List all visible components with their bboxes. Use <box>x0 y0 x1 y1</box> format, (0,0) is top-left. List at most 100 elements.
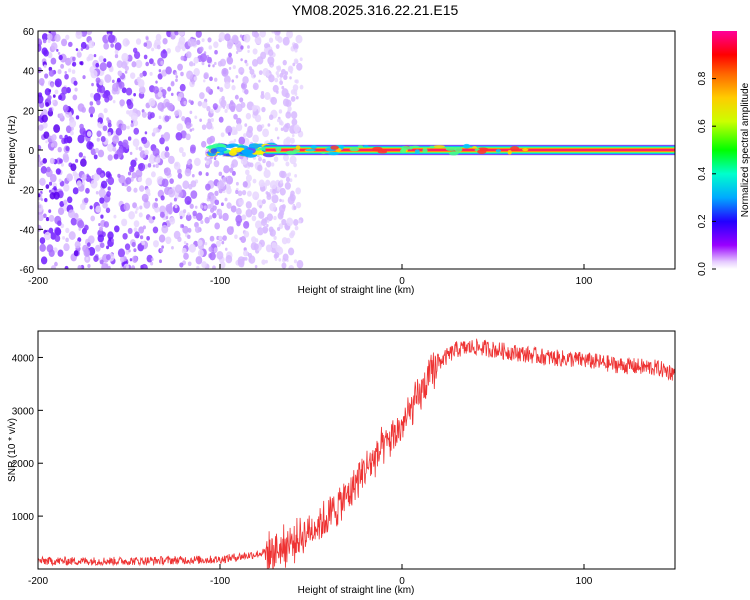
spectrogram-cell <box>294 79 298 83</box>
spectrogram-cell <box>140 263 148 269</box>
snr-xtick-label: 0 <box>399 576 405 587</box>
spectrogram-cell <box>219 58 227 67</box>
spectrogram-xtick-label: -200 <box>28 276 48 287</box>
spectrogram-cell <box>231 170 236 176</box>
spectrogram-cell <box>48 189 52 193</box>
spectrogram-cell <box>177 236 182 243</box>
spectrogram-cell <box>282 98 290 107</box>
spectrogram-cell <box>165 66 172 75</box>
spectrogram-cell <box>252 178 257 184</box>
spectrogram-cell <box>78 152 83 158</box>
spectrogram-cell <box>237 190 243 197</box>
spectrogram-cell <box>224 33 231 42</box>
spectrogram-cell <box>257 164 263 172</box>
spectrogram-cell <box>231 34 239 44</box>
spectrogram-cell <box>292 133 295 138</box>
spectrogram-cell <box>234 147 245 151</box>
spectrogram-cell <box>61 38 68 47</box>
spectrogram-cell <box>183 252 189 260</box>
spectrogram-cell <box>96 99 101 106</box>
spectrogram-cell <box>273 156 279 163</box>
spectrogram-cell <box>321 151 326 154</box>
spectrogram-cell <box>147 163 152 168</box>
spectrogram-cell <box>152 216 156 220</box>
spectrogram-cell <box>75 158 79 163</box>
spectrogram-cell <box>280 121 284 126</box>
spectrogram-cell <box>433 145 445 148</box>
spectrogram-cell <box>130 122 134 128</box>
spectrogram-cell <box>295 187 302 195</box>
spectrogram-cell <box>235 189 239 195</box>
spectrogram-cell <box>219 212 223 217</box>
spectrogram-cell <box>61 86 68 95</box>
spectrogram-cell <box>275 44 280 49</box>
spectrogram-cell <box>64 265 69 269</box>
spectrogram-cell <box>88 40 95 49</box>
spectrogram-cell <box>145 36 149 41</box>
spectrogram-cell <box>200 220 204 225</box>
spectrogram-cell <box>243 33 251 43</box>
spectrogram-cell <box>242 181 248 188</box>
spectrogram-cell <box>222 235 227 241</box>
spectrogram-cell <box>208 45 213 50</box>
spectrogram-cell <box>100 180 108 189</box>
spectrogram-cell <box>107 154 113 161</box>
snr-ytick-label: 4000 <box>12 353 35 364</box>
spectrogram-cell <box>226 56 234 65</box>
spectrogram-cell <box>59 113 64 119</box>
spectrogram-cell <box>207 204 212 209</box>
spectrogram-cell <box>290 190 295 197</box>
spectrogram-cell <box>38 43 42 53</box>
spectrogram-cell <box>145 177 153 186</box>
spectrogram-cell <box>260 90 265 96</box>
spectrogram-cell <box>133 187 138 193</box>
spectrogram-cell <box>262 226 269 234</box>
spectrogram-cell <box>193 68 200 77</box>
spectrogram-cell <box>238 66 245 75</box>
spectrogram-cell <box>284 123 288 128</box>
spectrogram-cell <box>180 71 184 77</box>
spectrogram-cell <box>165 216 169 220</box>
spectrogram-cell <box>159 248 164 253</box>
spectrogram-cell <box>116 77 121 83</box>
spectrogram-cell <box>160 195 165 201</box>
spectrogram-cell <box>107 176 115 186</box>
spectrogram-cell <box>293 205 297 210</box>
spectrogram-cell <box>273 235 277 240</box>
spectrogram-cell <box>181 151 186 158</box>
spectrogram-cell <box>160 60 164 65</box>
spectrogram-cell <box>185 122 192 129</box>
spectrogram-cell <box>188 99 192 104</box>
spectrogram-cell <box>275 71 279 76</box>
spectrogram-cell <box>70 217 78 226</box>
colorbar-label: Normalized spectral amplitude <box>740 82 750 217</box>
spectrogram-cell <box>227 143 239 147</box>
spectrogram-cell <box>58 178 62 183</box>
spectrogram-cell <box>65 34 70 40</box>
spectrogram-cell <box>152 62 156 66</box>
spectrogram-cell <box>143 200 151 209</box>
spectrogram-cell <box>235 181 239 186</box>
spectrogram-cell <box>63 137 69 144</box>
snr-xtick-label: -200 <box>28 576 48 587</box>
spectrogram-cell <box>126 110 130 115</box>
spectrogram-cell <box>97 149 105 158</box>
spectrogram-cell <box>222 212 229 222</box>
spectrogram-cell <box>135 146 139 151</box>
snr-ytick-label: 2000 <box>12 459 35 470</box>
spectrogram-cell <box>159 259 162 264</box>
spectrogram-cell <box>279 170 285 178</box>
snr-ytick-label: 1000 <box>12 512 35 523</box>
spectrogram-cell <box>164 115 170 122</box>
spectrogram-cell <box>72 170 77 177</box>
spectrogram-cell <box>72 94 78 101</box>
spectrogram-cell <box>131 265 136 269</box>
spectrogram-cell <box>199 92 205 100</box>
spectrogram-cell <box>134 210 138 214</box>
spectrogram-cell <box>145 40 153 49</box>
spectrogram-cell <box>47 52 53 59</box>
spectrogram-cell <box>224 81 231 90</box>
spectrogram-cell <box>236 220 241 227</box>
spectrogram-cell <box>53 124 61 133</box>
spectrogram-cell <box>131 61 137 68</box>
